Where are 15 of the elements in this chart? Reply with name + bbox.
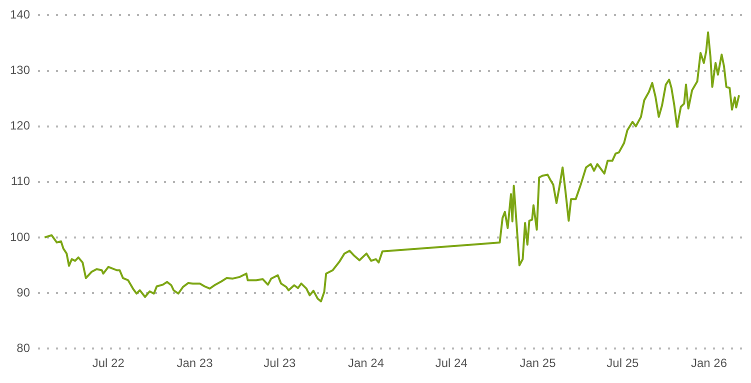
y-tick-label: 110 xyxy=(10,174,30,188)
y-tick-label: 100 xyxy=(10,230,30,244)
x-tick-label: Jan 24 xyxy=(348,356,384,370)
x-tick-label: Jul 25 xyxy=(606,356,639,370)
y-tick-label: 90 xyxy=(16,285,30,300)
x-tick-label: Jan 26 xyxy=(690,356,728,370)
x-tick-label: Jul 22 xyxy=(92,356,125,370)
y-tick-label: 130 xyxy=(10,63,30,78)
x-tick-label: Jan 23 xyxy=(176,356,214,370)
x-tick-label: Jul 24 xyxy=(435,356,468,370)
x-tick-label: Jul 23 xyxy=(264,356,296,370)
y-tick-label: 120 xyxy=(10,118,30,133)
y-tick-label: 140 xyxy=(10,8,30,22)
y-tick-label: 80 xyxy=(16,340,30,355)
x-tick-label: Jan 25 xyxy=(520,356,556,370)
